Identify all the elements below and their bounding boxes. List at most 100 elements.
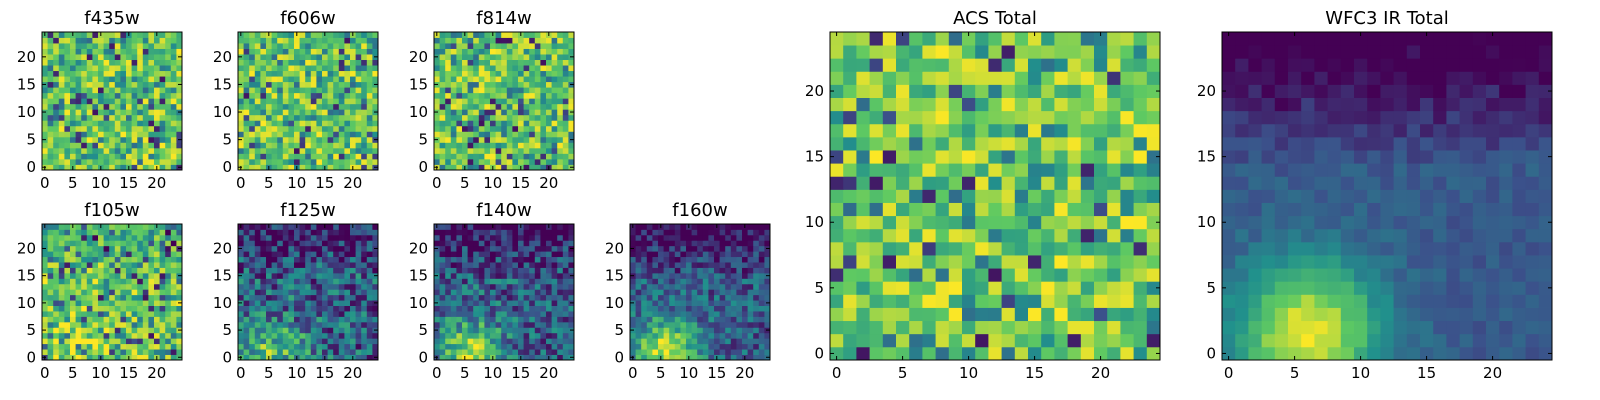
heatmap-cell (148, 147, 155, 154)
heatmap-cell (462, 300, 468, 306)
heatmap-cell (254, 32, 261, 38)
heatmap-cell (277, 76, 284, 83)
heatmap-cell (92, 316, 99, 323)
heatmap-cell (316, 59, 323, 66)
heatmap-cell (557, 147, 564, 154)
heatmap-cell (546, 92, 552, 99)
heatmap-cell (456, 142, 463, 149)
heatmap-cell (523, 98, 530, 105)
heatmap-cell (277, 289, 284, 296)
heatmap-cell (310, 300, 317, 306)
heatmap-cell (495, 267, 502, 274)
heatmap-cell (148, 289, 155, 296)
heatmap-cell (305, 131, 312, 138)
heatmap-cell (294, 125, 300, 132)
heatmap-cell (322, 349, 328, 355)
heatmap-cell (758, 267, 765, 274)
heatmap-cell (1120, 163, 1134, 177)
heatmap-cell (708, 332, 715, 339)
heatmap-cell (109, 103, 116, 110)
heatmap-cell (568, 229, 575, 236)
heatmap-cell (131, 153, 138, 160)
heatmap-cell (70, 131, 76, 138)
heatmap-cell (170, 92, 177, 99)
heatmap-cell (120, 147, 127, 154)
heatmap-cell (551, 267, 558, 274)
heatmap-cell (736, 316, 743, 323)
heatmap-cell (288, 354, 295, 361)
heatmap-cell (64, 32, 71, 38)
heatmap-cell (238, 142, 244, 149)
heatmap-cell (830, 320, 844, 335)
heatmap-cell (646, 267, 653, 274)
heatmap-cell (260, 278, 267, 285)
heatmap-cell (658, 327, 664, 334)
heatmap-cell (103, 32, 110, 38)
heatmap-cell (988, 150, 1002, 164)
heatmap-cell (630, 234, 636, 241)
heatmap-cell (546, 267, 552, 274)
heatmap-cell (736, 349, 743, 355)
heatmap-cell (691, 343, 698, 350)
heatmap-cell (310, 234, 317, 241)
heatmap-cell (249, 332, 256, 339)
heatmap-cell (635, 267, 642, 274)
heatmap-cell (843, 163, 857, 177)
heatmap-cell (562, 70, 569, 77)
heatmap-cell (260, 272, 267, 279)
heatmap-cell (148, 125, 155, 132)
heatmap-cell (126, 125, 132, 132)
heatmap-cell (98, 300, 104, 306)
heatmap-cell (473, 294, 480, 301)
heatmap-cell (450, 321, 457, 328)
heatmap-cell (708, 240, 715, 247)
heatmap-cell (249, 70, 256, 77)
heatmap-cell (439, 311, 446, 317)
heatmap-cell (148, 305, 155, 312)
heatmap-cell (81, 224, 88, 230)
heatmap-cell (478, 48, 485, 55)
heatmap-cell (551, 283, 558, 290)
heatmap-cell (120, 316, 127, 323)
heatmap-cell (702, 262, 709, 268)
heatmap-cell (305, 311, 312, 317)
heatmap-cell (282, 164, 289, 171)
heatmap-cell (249, 321, 256, 328)
heatmap-cell (691, 262, 698, 268)
heatmap-cell (518, 136, 524, 143)
heatmap-cell (512, 125, 519, 132)
heatmap-cell (355, 256, 362, 263)
heatmap-cell (478, 92, 485, 99)
heatmap-cell (47, 59, 54, 66)
heatmap-cell (159, 316, 166, 323)
heatmap-cell (249, 54, 256, 60)
heatmap-cell (176, 262, 183, 268)
heatmap-cell (131, 114, 138, 121)
heatmap-cell (327, 65, 334, 72)
heatmap-cell (714, 343, 720, 350)
heatmap-cell (490, 54, 496, 60)
heatmap-cell (753, 251, 760, 258)
heatmap-cell (935, 255, 950, 269)
heatmap-cell (120, 245, 127, 252)
heatmap-cell (47, 103, 54, 110)
heatmap-cell (355, 87, 362, 94)
heatmap-cell (338, 343, 345, 350)
heatmap-cell (708, 338, 715, 345)
heatmap-cell (282, 278, 289, 285)
heatmap-cell (691, 229, 698, 236)
heatmap-cell (47, 125, 54, 132)
heatmap-cell (310, 43, 317, 49)
heatmap-cell (142, 278, 149, 285)
heatmap-cell (843, 202, 857, 217)
heatmap-cell (70, 125, 76, 132)
heatmap-cell (266, 54, 272, 60)
heatmap-cell (249, 278, 256, 285)
heatmap-cell (103, 70, 110, 77)
heatmap-cell (266, 142, 272, 149)
heatmap-cell (310, 283, 317, 290)
heatmap-cell (434, 343, 440, 350)
heatmap-cell (42, 294, 48, 301)
heatmap-cell (159, 125, 166, 132)
heatmap-cell (534, 76, 541, 83)
